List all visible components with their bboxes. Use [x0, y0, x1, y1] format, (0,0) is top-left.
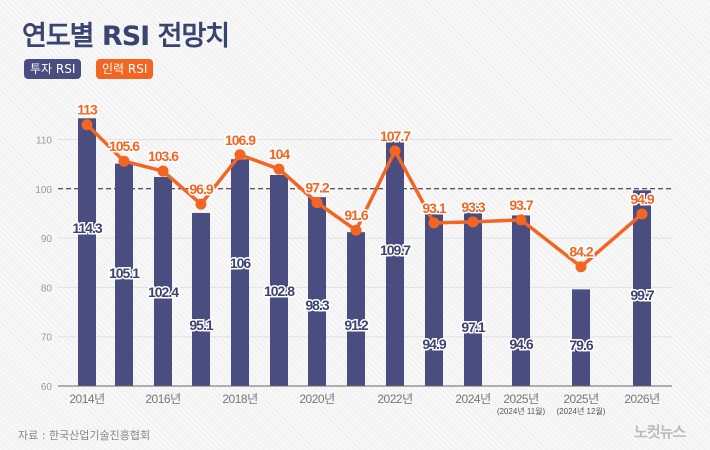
bar-data-label: 91.2 — [344, 317, 368, 333]
line-data-label: 106.9 — [225, 132, 256, 148]
source-note: 자료 : 한국산업기술진흥협회 — [18, 429, 151, 442]
line-data-label: 97.2 — [305, 180, 329, 196]
y-tick-label: 70 — [41, 333, 53, 344]
bar-data-label: 95.1 — [189, 317, 213, 333]
bar-data-label: 98.3 — [305, 297, 329, 313]
line-data-label: 96.9 — [189, 181, 213, 197]
bar-data-label: 94.6 — [509, 336, 533, 352]
line-data-label: 103.6 — [148, 148, 179, 164]
bar — [464, 203, 482, 386]
bar-data-label: 106 — [230, 255, 252, 271]
bar — [231, 159, 249, 386]
bar — [115, 163, 133, 386]
line-data-label: 93.1 — [422, 200, 446, 216]
line-point — [157, 165, 169, 177]
bar — [425, 213, 443, 386]
x-tick-sublabel: (2024년 11월) — [497, 406, 546, 416]
bar — [512, 215, 530, 386]
bar — [270, 174, 288, 386]
logo: 노컷뉴스 — [634, 423, 686, 441]
line-point — [389, 145, 401, 157]
line-point — [81, 119, 93, 131]
x-tick-label: 2025년 — [563, 392, 598, 406]
y-tick-label: 100 — [35, 185, 52, 196]
x-tick-label: 2025년 — [503, 392, 538, 406]
line-data-label: 94.9 — [630, 191, 654, 207]
bar — [386, 140, 404, 386]
line-data-label: 113 — [77, 102, 98, 118]
x-tick-label: 2014년 — [69, 392, 104, 406]
line-point — [575, 261, 587, 273]
bar — [633, 190, 651, 386]
x-tick-label: 2018년 — [222, 392, 257, 406]
x-tick-sublabel: (2024년 12월) — [557, 406, 606, 416]
y-tick-label: 110 — [36, 136, 52, 147]
line-point — [350, 224, 362, 236]
line-data-label: 84.2 — [569, 244, 593, 260]
bar-data-label: 79.6 — [569, 337, 593, 353]
bar-data-label: 99.7 — [630, 287, 654, 303]
line-point — [428, 217, 440, 229]
x-tick-label: 2022년 — [377, 392, 412, 406]
line-data-label: 93.7 — [509, 197, 533, 213]
bar-data-label: 109.7 — [380, 242, 411, 258]
line-series — [85, 123, 644, 269]
line-point — [195, 198, 207, 210]
bar-data-label: 105.1 — [109, 265, 140, 281]
x-tick-label: 2020년 — [299, 392, 334, 406]
line-point — [467, 216, 479, 228]
line-point — [118, 155, 130, 167]
bar-data-label: 102.4 — [148, 284, 179, 300]
y-tick-label: 90 — [41, 234, 53, 245]
line-point — [234, 149, 246, 161]
bar — [154, 176, 172, 386]
line-data-label: 105.6 — [109, 138, 140, 154]
bar — [347, 232, 365, 386]
x-tick-label: 2026년 — [624, 392, 659, 406]
line-data-label: 104 — [269, 146, 291, 162]
x-tick-label: 2016년 — [145, 392, 180, 406]
line-data-label: 107.7 — [380, 128, 411, 144]
bar — [78, 118, 96, 387]
line-point — [636, 208, 648, 220]
line-data-label: 91.6 — [344, 207, 368, 223]
line-point — [273, 163, 285, 175]
legend-labor-rsi: 인력 RSI — [96, 59, 154, 79]
bar-data-label: 102.8 — [264, 283, 295, 299]
bar — [572, 289, 590, 386]
chart-title: 연도별 RSI 전망치 — [22, 21, 230, 52]
line-point — [311, 197, 323, 209]
y-tick-label: 80 — [41, 283, 53, 294]
bar-data-label: 114.3 — [72, 220, 102, 236]
bar-data-label: 97.1 — [461, 319, 485, 335]
bar — [308, 197, 326, 386]
bar — [192, 212, 210, 386]
x-tick-label: 2024년 — [455, 392, 490, 406]
line-data-label: 93.3 — [461, 199, 485, 215]
y-tick-label: 60 — [41, 382, 53, 393]
legend-invest-rsi: 투자 RSI — [24, 59, 82, 79]
line-point — [515, 214, 527, 226]
bar-data-label: 94.9 — [422, 336, 446, 352]
